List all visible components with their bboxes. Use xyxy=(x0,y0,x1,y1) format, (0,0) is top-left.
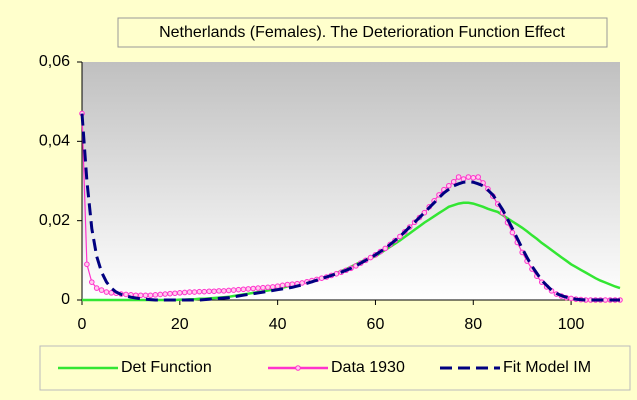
data-point xyxy=(446,182,452,189)
x-tick-label: 60 xyxy=(367,316,385,333)
data-point xyxy=(284,281,291,288)
data-point xyxy=(103,289,110,295)
data-point xyxy=(279,282,286,289)
y-tick-label: 0,04 xyxy=(39,133,70,150)
chart-title: Netherlands (Females). The Deterioration… xyxy=(159,24,565,41)
data-point xyxy=(123,291,129,298)
data-point xyxy=(84,261,90,268)
data-point xyxy=(421,209,428,216)
data-point xyxy=(147,292,154,299)
data-point xyxy=(88,279,95,285)
data-point xyxy=(191,289,198,295)
data-point xyxy=(455,174,462,180)
y-tick-label: 0 xyxy=(61,291,70,308)
data-point xyxy=(137,292,144,299)
data-point xyxy=(221,288,227,294)
data-point xyxy=(216,288,222,294)
y-tick-label: 0,06 xyxy=(39,53,70,70)
legend-box xyxy=(39,345,631,391)
legend-label: Data 1930 xyxy=(331,359,405,376)
legend-label: Fit Model IM xyxy=(503,359,591,376)
data-point xyxy=(152,292,159,298)
data-point xyxy=(177,290,183,296)
data-point xyxy=(475,174,481,180)
data-point xyxy=(181,289,188,296)
data-point xyxy=(465,174,472,180)
data-point xyxy=(269,284,276,290)
legend-marker xyxy=(295,365,301,371)
data-point xyxy=(509,229,516,236)
data-point xyxy=(211,288,217,295)
data-point xyxy=(201,288,208,295)
data-point xyxy=(240,286,247,293)
data-point xyxy=(230,287,237,293)
legend-label: Det Function xyxy=(121,359,212,376)
data-point xyxy=(265,284,271,291)
title-box xyxy=(117,17,608,48)
data-point xyxy=(225,287,232,294)
x-tick-label: 20 xyxy=(171,316,189,333)
data-point xyxy=(172,290,178,297)
plot-area xyxy=(82,62,620,300)
data-point xyxy=(397,233,403,240)
x-tick-label: 100 xyxy=(558,316,585,333)
data-point xyxy=(274,283,281,289)
data-point xyxy=(250,285,256,292)
data-point xyxy=(98,287,105,293)
x-tick-label: 40 xyxy=(269,316,287,333)
x-tick-label: 80 xyxy=(464,316,482,333)
data-point xyxy=(196,288,203,295)
data-point xyxy=(382,245,389,252)
x-tick-label: 0 xyxy=(78,316,87,333)
data-point xyxy=(255,285,261,291)
data-point xyxy=(602,297,609,303)
data-point xyxy=(167,290,173,297)
data-point xyxy=(245,286,252,292)
data-point xyxy=(235,286,242,293)
data-point xyxy=(568,295,574,302)
data-point xyxy=(186,289,193,295)
series-line xyxy=(80,113,620,302)
data-point xyxy=(260,284,266,291)
data-point xyxy=(367,254,374,261)
data-point xyxy=(142,292,149,299)
data-point xyxy=(206,288,212,295)
data-point xyxy=(93,285,100,291)
data-point xyxy=(450,178,457,185)
data-point xyxy=(470,175,477,181)
y-tick-label: 0,02 xyxy=(39,212,70,229)
data-point xyxy=(299,280,305,286)
data-point xyxy=(162,291,168,297)
data-point xyxy=(157,291,164,298)
